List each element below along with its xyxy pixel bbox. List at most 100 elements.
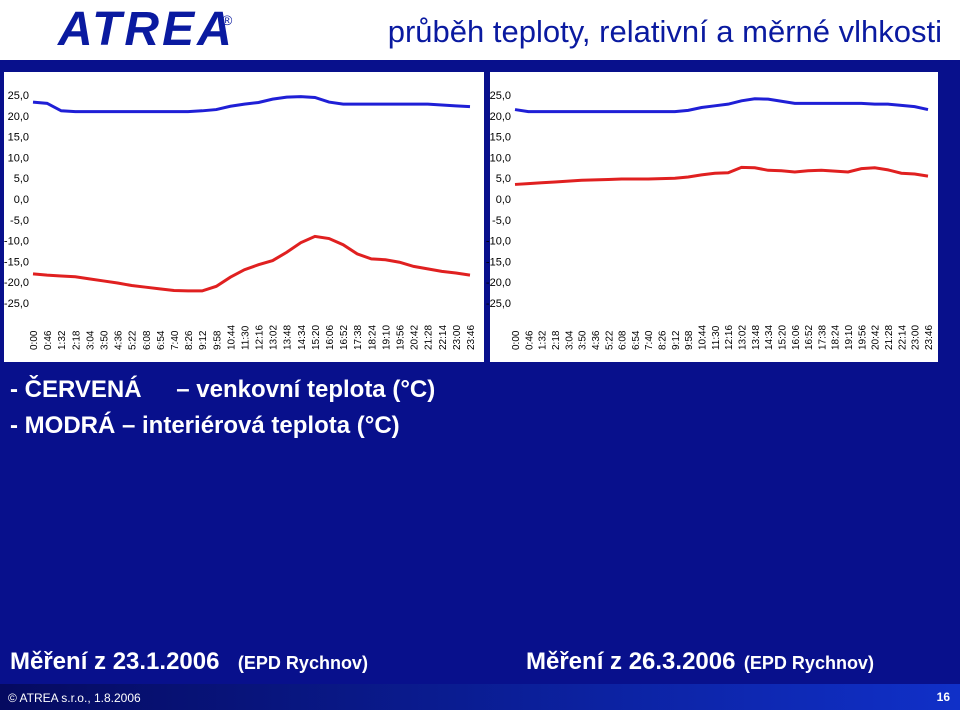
footer-copyright: © ATREA s.r.o., 1.8.2006 [8,691,141,705]
slide-title: průběh teploty, relativní a měrné vlhkos… [387,14,942,49]
logo-mark: ® [222,12,233,28]
logo: ATREA [58,3,235,56]
x-tick-label: 23:46 [466,325,477,350]
legend-dash: - [10,412,18,439]
y-tick-label: 0,0 [14,194,29,206]
x-tick-label: 16:06 [791,325,802,350]
x-tick-label: 10:44 [698,325,709,350]
y-tick-label: 15,0 [490,132,511,144]
y-tick-label: 25,0 [8,90,29,102]
x-tick-label: 5:22 [604,330,615,350]
x-tick-label: 6:08 [142,330,153,350]
x-tick-label: 0:00 [511,330,522,350]
x-tick-label: 1:32 [538,330,549,350]
x-tick-label: 3:50 [578,330,589,350]
charts: 25,0 20,0 15,0 10,0 5,0 0,0 -5,0 -10,0 -15,0 -20,… [4,72,938,362]
x-tick-label: 8:26 [184,330,195,350]
chart-panel [490,72,938,362]
x-tick-label: 8:26 [658,330,669,350]
x-tick-label: 11:30 [240,325,251,350]
y-tick-label: -5,0 [492,215,511,227]
y-tick-label: 10,0 [8,152,29,164]
y-tick-label: 25,0 [490,90,511,102]
legend-label: – venkovní teplota (°C) [176,376,436,403]
x-tick-label: 12:16 [255,325,266,350]
x-tick-label: 19:56 [857,325,868,350]
x-tick-label: 21:28 [424,325,435,350]
caption-title: Měření z 26.3.2006 [526,648,736,675]
y-tick-label: -10,0 [486,236,511,248]
x-tick-label: 18:24 [367,325,378,350]
x-tick-label: 1:32 [57,330,68,350]
legend-label: MODRÁ – interiérová teplota (°C) [24,412,400,439]
x-tick-label: 9:58 [212,330,223,350]
caption: Měření z 26.3.2006 (EPD Rychnov) [526,648,874,676]
y-tick-label: 0,0 [496,194,511,206]
x-tick-label: 12:16 [724,325,735,350]
x-tick-label: 7:40 [644,330,655,350]
x-tick-label: 16:52 [339,325,350,350]
x-tick-label: 4:36 [591,330,602,350]
x-tick-label: 7:40 [170,330,181,350]
y-tick-label: 10,0 [490,152,511,164]
x-tick-label: 0:00 [29,330,40,350]
x-tick-label: 22:14 [438,325,449,350]
y-tick-label: -10,0 [4,236,29,248]
x-tick-label: 2:18 [71,330,82,350]
caption: Měření z 23.1.2006 (EPD Rychnov) [10,648,368,676]
x-tick-label: 15:20 [777,325,788,350]
x-tick-label: 23:00 [452,325,463,350]
x-tick-label: 13:48 [751,325,762,350]
x-tick-label: 0:46 [524,330,535,350]
x-tick-label: 14:34 [764,325,775,350]
y-tick-label: 15,0 [8,132,29,144]
y-tick-label: -5,0 [10,215,29,227]
x-tick-label: 14:34 [297,325,308,350]
y-tick-label: 5,0 [496,173,511,185]
x-tick-label: 3:04 [85,330,96,350]
caption-place: (EPD Rychnov) [237,653,368,673]
x-tick-label: 20:42 [871,325,882,350]
x-tick-label: 6:54 [156,330,167,350]
x-tick-label: 2:18 [551,330,562,350]
x-tick-label: 19:10 [844,325,855,350]
x-tick-label: 10:44 [226,325,237,350]
header-band [0,0,960,60]
x-tick-label: 18:24 [831,325,842,350]
x-tick-label: 11:30 [711,325,722,350]
x-tick-label: 23:46 [924,325,935,350]
y-tick-label: -20,0 [486,277,511,289]
x-tick-label: 22:14 [897,325,908,350]
page-number: 16 [936,690,950,704]
x-tick-label: 6:08 [618,330,629,350]
x-tick-label: 19:10 [381,325,392,350]
y-tick-label: 20,0 [490,111,511,123]
x-tick-label: 16:06 [325,325,336,350]
x-tick-label: 9:12 [671,330,682,350]
x-tick-label: 21:28 [884,325,895,350]
x-tick-label: 16:52 [804,325,815,350]
y-tick-label: 5,0 [14,173,29,185]
footer-band [0,684,960,710]
legend-red: - ČERVENÁ – venkovní teplota (°C) [10,376,435,404]
data-line [514,165,929,186]
x-tick-label: 3:50 [99,330,110,350]
x-tick-label: 9:12 [198,330,209,350]
legend-dash: - [10,376,18,403]
x-tick-label: 23:00 [911,325,922,350]
data-line [32,234,471,293]
y-tick-label: 20,0 [8,111,29,123]
caption-place: (EPD Rychnov) [743,653,874,673]
y-tick-label: -20,0 [4,277,29,289]
x-tick-label: 9:58 [684,330,695,350]
x-tick-label: 13:48 [283,325,294,350]
x-tick-label: 5:22 [128,330,139,350]
x-tick-label: 17:38 [353,325,364,350]
x-tick-label: 13:02 [737,325,748,350]
legend-blue: - MODRÁ – interiérová teplota (°C) [10,412,400,440]
legend-label: ČERVENÁ [24,376,142,403]
data-line [514,97,929,114]
x-tick-label: 4:36 [114,330,125,350]
y-tick-label: -15,0 [4,256,29,268]
y-tick-label: -15,0 [486,256,511,268]
